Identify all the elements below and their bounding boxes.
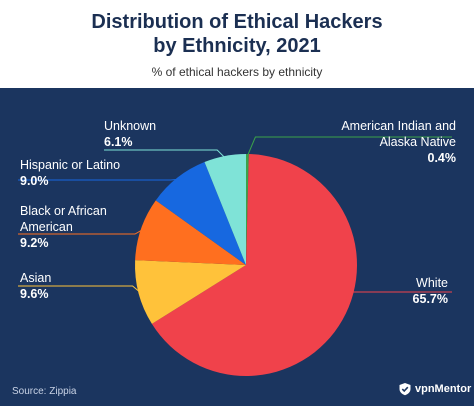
label-unknown-name: Unknown bbox=[104, 119, 157, 133]
label-asian-value: 9.6% bbox=[20, 287, 49, 301]
leader-line-asian bbox=[18, 285, 141, 294]
header: Distribution of Ethical Hackers by Ethni… bbox=[0, 0, 474, 88]
chart-title: Distribution of Ethical Hackers by Ethni… bbox=[0, 10, 474, 58]
label-american-indian-name: American Indian and Alaska Native bbox=[341, 119, 456, 149]
vpnmentor-shield-icon bbox=[399, 383, 411, 396]
leader-lines bbox=[18, 136, 452, 320]
label-unknown-value: 6.1% bbox=[104, 135, 133, 149]
brand-name: vpnMentor bbox=[415, 383, 472, 395]
label-hispanic-value: 9.0% bbox=[20, 174, 49, 188]
leader-line-hispanic-or-latino bbox=[18, 178, 179, 181]
title-line-1: Distribution of Ethical Hackers bbox=[91, 11, 383, 33]
title-line-2: by Ethnicity, 2021 bbox=[153, 35, 321, 57]
label-white-name: White bbox=[416, 276, 448, 290]
label-white-value: 65.7% bbox=[412, 292, 448, 306]
label-hispanic: Hispanic or Latino 9.0% bbox=[20, 157, 120, 189]
label-black: Black or African American 9.2% bbox=[20, 203, 138, 251]
pie-slices bbox=[135, 154, 358, 377]
pie-slice-american-indian-and-alaska-native bbox=[246, 154, 249, 265]
label-american-indian-value: 0.4% bbox=[427, 151, 457, 165]
source-note: Source: Zippia bbox=[12, 386, 77, 397]
pie-slice-black-or-african-american bbox=[135, 200, 246, 265]
leader-line-unknown bbox=[104, 149, 226, 159]
pie-slice-hispanic-or-latino bbox=[155, 162, 246, 265]
label-black-name: Black or African American bbox=[20, 204, 107, 234]
pie-slice-asian bbox=[135, 260, 246, 324]
label-hispanic-name: Hispanic or Latino bbox=[20, 158, 121, 172]
label-asian-name: Asian bbox=[20, 271, 52, 285]
pie-slice-unknown bbox=[204, 154, 246, 265]
brand-logo[interactable]: vpnMentor bbox=[398, 382, 471, 396]
label-asian: Asian 9.6% bbox=[20, 270, 51, 302]
leader-line-white bbox=[340, 291, 452, 320]
leader-line-black-or-african-american bbox=[18, 228, 144, 235]
label-black-value: 9.2% bbox=[20, 236, 49, 250]
leader-line-american-indian-and-alaska-native bbox=[246, 136, 452, 157]
label-white: White 65.7% bbox=[413, 275, 448, 307]
chart-subtitle: % of ethical hackers by ethnicity bbox=[151, 65, 323, 79]
pie-slice-white bbox=[151, 154, 358, 377]
label-american-indian: American Indian and Alaska Native 0.4% bbox=[306, 118, 456, 166]
label-unknown: Unknown 6.1% bbox=[104, 118, 156, 150]
